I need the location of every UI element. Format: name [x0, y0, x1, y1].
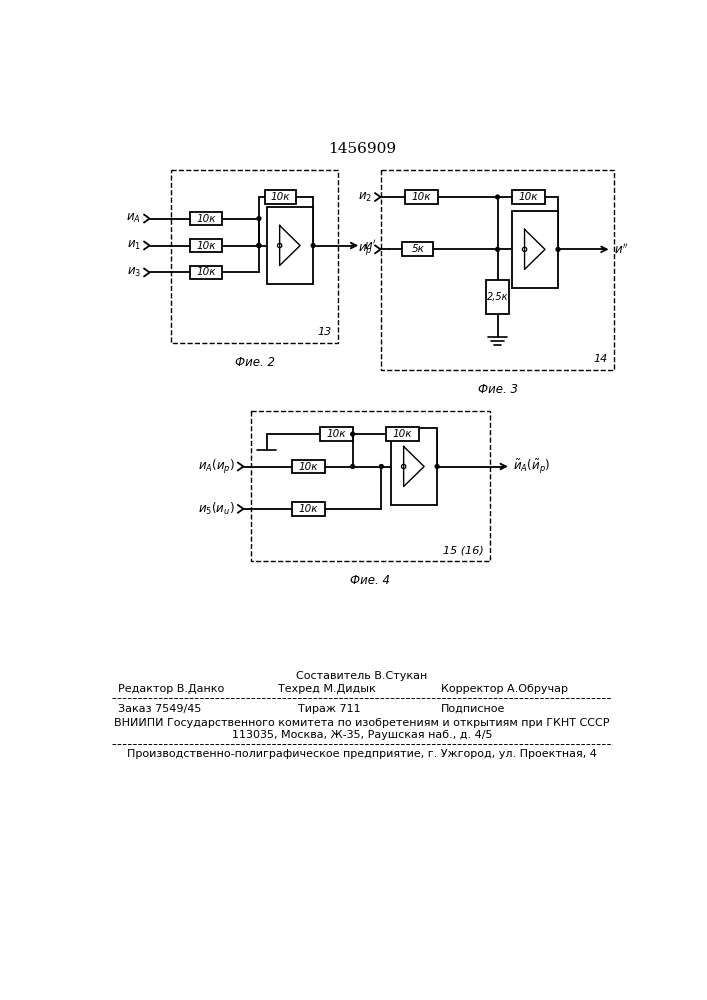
Bar: [190, 266, 223, 279]
Circle shape: [496, 247, 500, 251]
Text: 2,5к: 2,5к: [487, 292, 508, 302]
Text: Корректор А.Обручар: Корректор А.Обручар: [441, 684, 568, 694]
Bar: [265, 190, 296, 204]
Text: 13: 13: [317, 327, 332, 337]
Text: 10к: 10к: [197, 214, 216, 224]
Text: ВНИИПИ Государственного комитета по изобретениям и открытиям при ГКНТ СССР: ВНИИПИ Государственного комитета по изоб…: [115, 718, 609, 728]
Circle shape: [351, 432, 355, 436]
Bar: [292, 502, 325, 516]
Text: 5к: 5к: [411, 244, 424, 254]
Text: 10к: 10к: [197, 267, 216, 277]
Circle shape: [257, 244, 261, 247]
Bar: [486, 280, 509, 314]
Text: Техред М.Дидык: Техред М.Дидык: [279, 684, 376, 694]
Bar: [190, 239, 223, 252]
Text: 10к: 10к: [519, 192, 538, 202]
Bar: [381, 170, 614, 370]
Text: $и_А(и_р)$: $и_А(и_р)$: [198, 458, 235, 476]
Text: $и_2$: $и_2$: [358, 190, 372, 204]
Bar: [251, 411, 490, 561]
Text: 15 (16): 15 (16): [443, 545, 484, 555]
Circle shape: [351, 465, 355, 468]
Bar: [391, 428, 437, 505]
Text: 10к: 10к: [299, 504, 318, 514]
Bar: [267, 207, 313, 284]
Text: Заказ 7549/45: Заказ 7549/45: [118, 704, 201, 714]
Text: Подписное: Подписное: [441, 704, 506, 714]
Text: Фие. 3: Фие. 3: [477, 383, 518, 396]
Bar: [386, 427, 419, 441]
Circle shape: [556, 247, 560, 251]
Text: $и''$: $и''$: [614, 242, 629, 257]
Bar: [292, 460, 325, 473]
Text: $и_3$: $и_3$: [127, 266, 141, 279]
Bar: [513, 190, 545, 204]
Circle shape: [257, 217, 261, 220]
Text: $и_1$: $и_1$: [127, 239, 141, 252]
Bar: [402, 242, 433, 256]
Text: 10к: 10к: [197, 241, 216, 251]
Text: Фие. 2: Фие. 2: [235, 356, 274, 369]
Text: $и'$: $и'$: [363, 238, 376, 253]
Bar: [190, 212, 223, 225]
Text: Редактор В.Данко: Редактор В.Данко: [118, 684, 224, 694]
Text: 10к: 10к: [392, 429, 412, 439]
Circle shape: [496, 195, 500, 199]
Text: $и_р$: $и_р$: [358, 242, 372, 257]
Text: Производственно-полиграфическое предприятие, г. Ужгород, ул. Проектная, 4: Производственно-полиграфическое предприя…: [127, 749, 597, 759]
Text: Тираж 711: Тираж 711: [298, 704, 361, 714]
Circle shape: [436, 465, 439, 468]
Circle shape: [257, 244, 261, 247]
Text: Составитель В.Стукан: Составитель В.Стукан: [296, 671, 428, 681]
Text: 10к: 10к: [271, 192, 291, 202]
Text: $и_5(и_u)$: $и_5(и_u)$: [198, 501, 235, 517]
Text: Фие. 4: Фие. 4: [351, 574, 390, 587]
Text: $\tilde{и}_А(\tilde{и}_р)$: $\tilde{и}_А(\tilde{и}_р)$: [513, 457, 550, 476]
Text: 14: 14: [593, 354, 607, 364]
Bar: [512, 211, 558, 288]
Bar: [320, 427, 353, 441]
Text: 10к: 10к: [412, 192, 431, 202]
Text: 10к: 10к: [299, 462, 318, 472]
Text: 10к: 10к: [327, 429, 346, 439]
Circle shape: [380, 465, 383, 468]
Text: 113035, Москва, Ж-35, Раушская наб., д. 4/5: 113035, Москва, Ж-35, Раушская наб., д. …: [232, 730, 492, 740]
Text: 1456909: 1456909: [328, 142, 396, 156]
Text: $и_А$: $и_А$: [127, 212, 141, 225]
Bar: [405, 190, 438, 204]
Bar: [171, 170, 338, 343]
Circle shape: [311, 244, 315, 247]
